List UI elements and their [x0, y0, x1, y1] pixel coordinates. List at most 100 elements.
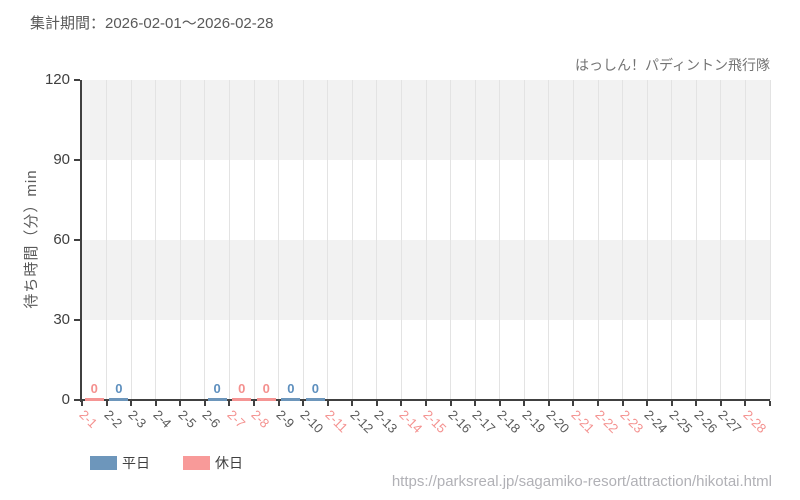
x-axis-line: [80, 399, 770, 401]
gridline: [523, 80, 525, 400]
attraction-name: はっしん！パディントン飛行隊: [574, 57, 770, 73]
x-axis-tick: [203, 401, 206, 406]
x-axis-date-label: 2-4: [150, 407, 175, 431]
x-axis-tick: [695, 401, 698, 406]
y-axis-tick-label: 0: [61, 391, 70, 408]
x-axis-date-label: 2-9: [273, 407, 298, 431]
x-axis-tick: [646, 401, 649, 406]
gridline: [130, 80, 132, 400]
x-axis-tick: [351, 401, 354, 406]
gridline: [204, 80, 206, 400]
x-axis-tick: [228, 401, 231, 406]
gridline: [744, 80, 746, 400]
x-axis-date-label: 2-15: [420, 407, 450, 437]
gridline: [695, 80, 697, 400]
gridline: [769, 80, 771, 400]
gridline: [474, 80, 476, 400]
x-axis-tick: [130, 401, 133, 406]
legend-item-weekday: 平日: [90, 453, 150, 473]
bar-weekday: [281, 398, 301, 401]
legend-label-weekday: 平日: [122, 455, 150, 471]
x-axis-tick: [400, 401, 403, 406]
plot-area: 0 30 60 90 120 2-1 2-2 2-3 2-4 2-5 2-6 2-7 2-8 2-9 2-1…: [45, 71, 771, 436]
x-axis-date-label: 2-10: [297, 407, 327, 437]
bar-weekday: [305, 398, 325, 401]
bar-value-label: 0: [115, 381, 123, 396]
gridline: [253, 80, 255, 400]
legend-swatch-weekday: [90, 456, 117, 470]
bar-holiday: [84, 398, 104, 401]
x-axis-tick: [670, 401, 673, 406]
x-axis-tick: [179, 401, 182, 406]
x-axis-tick: [425, 401, 427, 406]
x-axis-date-label: 2-23: [617, 407, 647, 437]
bar-holiday: [256, 398, 276, 401]
x-axis-date-label: 2-28: [740, 407, 770, 437]
x-axis-date-label: 2-26: [690, 407, 720, 437]
legend-item-holiday: 休日: [183, 453, 243, 473]
x-axis-date-label: 2-18: [494, 407, 524, 437]
y-axis-tick: [74, 399, 80, 401]
chart-legend: 平日 休日: [90, 453, 243, 473]
x-axis-tick: [277, 401, 280, 406]
x-axis-tick: [744, 401, 747, 406]
x-axis-tick: [719, 401, 722, 406]
x-axis-tick: [474, 401, 477, 406]
x-axis-tick: [597, 401, 599, 406]
x-axis-tick: [154, 401, 157, 406]
x-axis-date-label: 2-22: [592, 407, 622, 437]
x-axis-tick: [523, 401, 526, 406]
gridline: [646, 80, 648, 400]
x-axis-date-label: 2-21: [568, 407, 598, 437]
x-axis-date-label: 2-3: [125, 407, 150, 431]
x-axis-date-label: 2-20: [543, 407, 573, 437]
gridline: [548, 80, 550, 400]
gridline: [597, 80, 599, 400]
x-axis-date-label: 2-6: [199, 407, 224, 431]
y-axis-tick-label: 60: [53, 231, 70, 248]
y-axis-tick: [74, 159, 80, 161]
bar-value-label: 0: [262, 381, 270, 396]
legend-label-holiday: 休日: [215, 455, 243, 471]
y-axis-line: [80, 80, 82, 402]
x-axis-date-label: 2-14: [396, 407, 426, 437]
gridline: [671, 80, 673, 400]
gridline: [425, 80, 427, 400]
y-axis-tick-label: 30: [53, 311, 70, 328]
y-axis-tick-label: 120: [44, 71, 70, 88]
x-axis-tick: [375, 401, 378, 406]
period-label: 集計期間：2026-02-01～2026-02-28: [30, 15, 274, 32]
x-axis-date-label: 2-25: [666, 407, 696, 437]
x-axis-tick: [621, 401, 624, 406]
x-axis-date-label: 2-12: [346, 407, 376, 437]
gridline: [400, 80, 402, 400]
y-axis-tick: [74, 239, 80, 241]
x-axis-tick: [81, 401, 83, 406]
x-axis-date-label: 2-1: [76, 407, 101, 431]
y-axis-tick: [74, 79, 80, 81]
gridline: [302, 80, 304, 400]
gridline: [499, 80, 501, 400]
x-axis-tick: [769, 401, 771, 406]
gridline: [155, 80, 157, 400]
x-axis-tick: [105, 401, 108, 406]
x-axis-tick: [498, 401, 501, 406]
x-axis-date-label: 2-24: [641, 407, 671, 437]
x-axis-date-label: 2-19: [518, 407, 548, 437]
y-axis-tick-label: 90: [53, 151, 70, 168]
x-axis-date-label: 2-11: [322, 407, 351, 436]
bar-value-label: 0: [311, 381, 320, 396]
gridline: [622, 80, 624, 400]
x-axis-date-label: 2-17: [469, 407, 499, 437]
x-axis-date-label: 2-7: [224, 407, 248, 431]
legend-swatch-holiday: [183, 456, 210, 470]
x-axis-date-label: 2-8: [248, 407, 273, 431]
bar-value-label: 0: [238, 381, 246, 396]
bar-weekday: [207, 398, 227, 401]
x-axis-date-label: 2-2: [101, 407, 126, 431]
gridline: [228, 80, 230, 400]
x-axis-tick: [302, 401, 305, 406]
bar-weekday: [109, 398, 129, 401]
gridline: [179, 80, 181, 400]
bar-holiday: [232, 398, 252, 401]
